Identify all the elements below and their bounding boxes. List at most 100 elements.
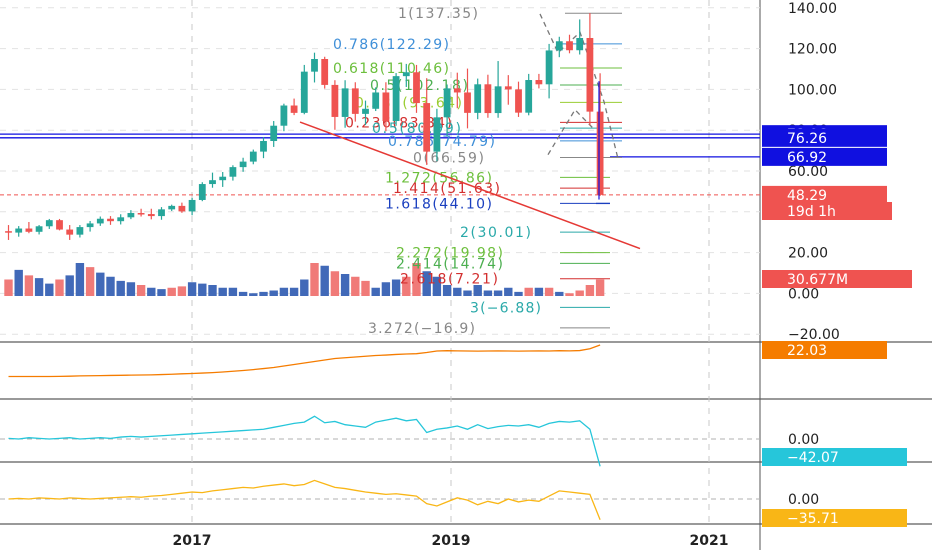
candle-body bbox=[586, 37, 594, 112]
candle-body bbox=[86, 223, 94, 228]
fib-level-label: 2.414(14.74) bbox=[396, 256, 503, 272]
candle-body bbox=[402, 72, 410, 77]
volume-bar bbox=[116, 280, 125, 296]
candle-body bbox=[127, 213, 135, 218]
candle-body bbox=[280, 105, 288, 126]
candle-body bbox=[351, 88, 359, 114]
volume-bar bbox=[65, 275, 74, 296]
volume-bar bbox=[330, 271, 340, 296]
fib-level-label: 0.618(110.46) bbox=[333, 61, 449, 77]
volume-bar bbox=[34, 278, 44, 296]
year-tick-label: 2021 bbox=[690, 533, 729, 549]
indicator3-line bbox=[8, 479, 601, 520]
volume-bar bbox=[187, 282, 197, 296]
volume-bar bbox=[565, 293, 574, 296]
candle-body bbox=[66, 229, 74, 235]
candle-body bbox=[198, 184, 206, 200]
volume-bar bbox=[126, 282, 136, 296]
volume-bar bbox=[493, 290, 503, 296]
year-tick-label: 2019 bbox=[432, 533, 471, 549]
price-tag-label: 19d 1h bbox=[787, 204, 836, 220]
candle-body bbox=[515, 89, 522, 113]
candle-body bbox=[535, 80, 543, 85]
price-tag bbox=[762, 147, 887, 166]
candle-body bbox=[229, 167, 237, 177]
year-tick-label: 2017 bbox=[173, 533, 212, 549]
price-tag bbox=[762, 202, 892, 220]
candle-body bbox=[382, 92, 390, 122]
candle-body bbox=[484, 84, 492, 114]
candle-body bbox=[423, 103, 431, 152]
indicator2-tick-label: 0.00 bbox=[788, 432, 819, 448]
candle-body bbox=[596, 111, 604, 195]
volume-tag-label: 30.677M bbox=[787, 272, 848, 288]
price-tick-label: 0.00 bbox=[788, 286, 819, 302]
volume-bar bbox=[4, 279, 13, 296]
candle-body bbox=[147, 214, 155, 217]
volume-bar bbox=[422, 271, 431, 296]
candle-body bbox=[25, 228, 33, 232]
price-tick-label: 60.00 bbox=[788, 164, 828, 180]
fib-level-label: 0.786(122.29) bbox=[333, 37, 449, 53]
projection-path bbox=[539, 13, 619, 159]
volume-bar bbox=[136, 285, 146, 296]
price-tick-label: 20.00 bbox=[788, 246, 828, 262]
candle-body bbox=[188, 199, 196, 212]
volume-bar bbox=[310, 263, 319, 296]
candle-body bbox=[504, 86, 512, 90]
candle-body bbox=[576, 37, 584, 51]
candle-body bbox=[35, 226, 43, 232]
volume-bar bbox=[300, 279, 309, 296]
volume-bar bbox=[177, 286, 187, 296]
candle-body bbox=[311, 59, 318, 72]
volume-bar bbox=[75, 263, 85, 296]
candle-body bbox=[331, 84, 339, 117]
fib-level-label: 1.414(51.63) bbox=[393, 181, 500, 197]
candle-body bbox=[341, 88, 349, 117]
fib-level-label: 1(137.35) bbox=[398, 6, 478, 22]
volume-bar bbox=[534, 287, 544, 296]
fib-level-label: 2.272(19.98) bbox=[396, 246, 503, 262]
volume-bar bbox=[167, 287, 176, 296]
indicator1-tag-label: 22.03 bbox=[787, 343, 827, 359]
candle-body bbox=[433, 117, 441, 152]
candle-body bbox=[555, 41, 563, 51]
volume-bar bbox=[595, 279, 605, 296]
indicator3-tag-label: −35.71 bbox=[787, 511, 839, 527]
trendline bbox=[299, 121, 641, 250]
volume-tag bbox=[762, 270, 912, 288]
candle-body bbox=[107, 218, 114, 222]
fib-level-label: 0.786(74.79) bbox=[388, 134, 495, 150]
volume-bar bbox=[340, 274, 350, 296]
volume-bar bbox=[198, 283, 207, 296]
volume-bar bbox=[259, 291, 268, 296]
candle-body bbox=[15, 228, 23, 233]
volume-bar bbox=[106, 276, 115, 296]
candle-body bbox=[45, 220, 53, 227]
fib-level-label: 2(30.01) bbox=[460, 225, 531, 241]
volume-bar bbox=[473, 285, 482, 296]
candle-body bbox=[239, 161, 247, 168]
candle-body bbox=[117, 217, 125, 222]
volume-bar bbox=[218, 287, 227, 296]
volume-bar bbox=[544, 287, 554, 296]
volume-bar bbox=[453, 287, 462, 296]
volume-bar bbox=[14, 269, 23, 296]
candle-body bbox=[464, 92, 471, 113]
candle-body bbox=[392, 76, 400, 122]
candle-body bbox=[219, 176, 227, 181]
volume-bar bbox=[228, 287, 238, 296]
volume-bar bbox=[45, 283, 54, 296]
volume-bar bbox=[208, 285, 217, 296]
candle-body bbox=[56, 220, 63, 230]
indicator1-tag bbox=[762, 341, 887, 359]
volume-bar bbox=[147, 287, 156, 296]
indicator3-tick-label: 0.00 bbox=[788, 492, 819, 508]
fib-level-label: 3(−6.88) bbox=[470, 300, 541, 316]
candle-body bbox=[209, 180, 216, 185]
fib-level-label: 2.618(7.21) bbox=[400, 272, 498, 288]
indicator3-tag bbox=[762, 509, 907, 527]
candle-body bbox=[372, 92, 380, 109]
